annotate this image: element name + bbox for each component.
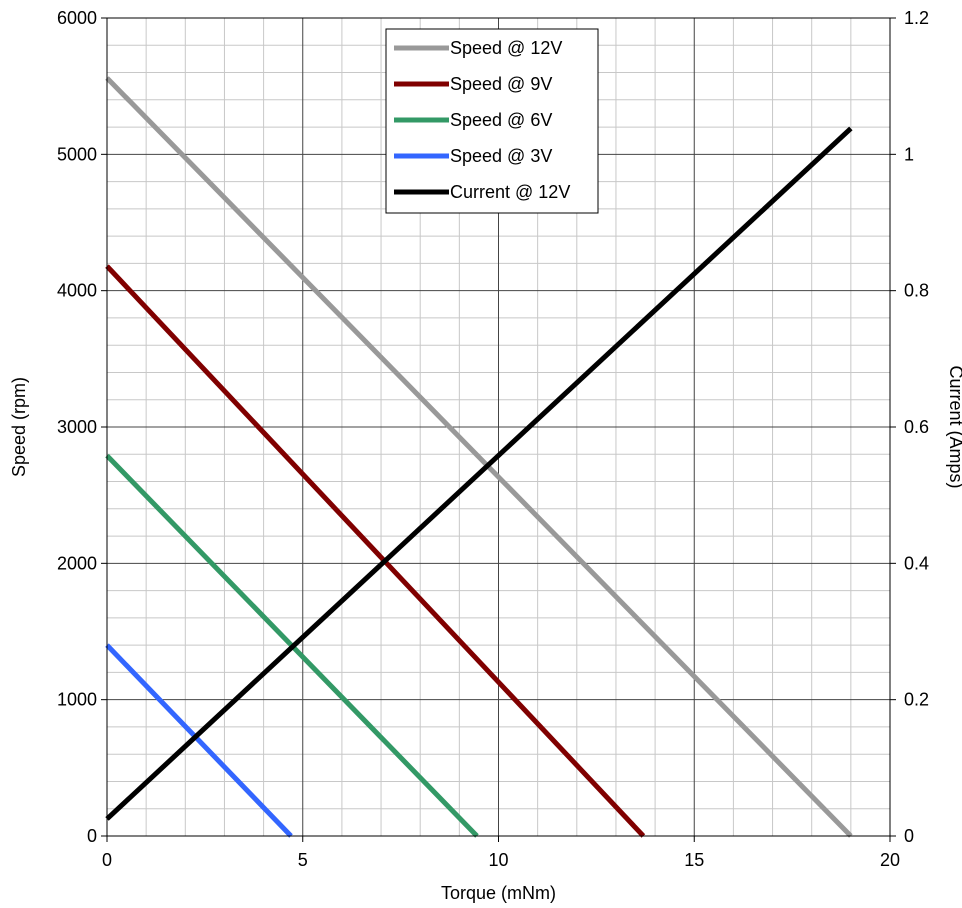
series-line: [105, 264, 646, 838]
tick-marks: [101, 17, 896, 842]
y2-tick-labels: 0 0.2 0.4 0.6 0.8 1 1.2: [904, 8, 929, 846]
x-tick-label: 15: [684, 850, 704, 870]
series-line: [105, 643, 293, 838]
x-tick-label: 0: [102, 850, 112, 870]
legend: Speed @ 12V Speed @ 9V Speed @ 6V Speed @ 3…: [385, 28, 599, 214]
y2-axis-title: Current (Amps): [946, 365, 962, 488]
y-tick-label: 0: [87, 826, 97, 846]
x-axis-title: Torque (mNm): [441, 883, 556, 903]
legend-label: Speed @ 12V: [450, 38, 562, 58]
x-tick-label: 5: [298, 850, 308, 870]
y-axis-title: Speed (rpm): [9, 377, 29, 477]
y-tick-label: 4000: [57, 281, 97, 301]
y2-tick-label: 0: [904, 826, 914, 846]
y-tick-labels: 0 1000 2000 3000 4000 5000 6000: [57, 8, 97, 846]
legend-label: Speed @ 6V: [450, 110, 552, 130]
x-tick-label: 20: [880, 850, 900, 870]
y-tick-label: 1000: [57, 690, 97, 710]
y2-tick-label: 0.6: [904, 417, 929, 437]
series-line: [105, 126, 853, 821]
y2-tick-label: 0.4: [904, 553, 929, 573]
x-tick-label: 10: [488, 850, 508, 870]
y-tick-label: 6000: [57, 8, 97, 28]
series-line: [105, 76, 853, 838]
x-tick-labels: 0 5 10 15 20: [102, 850, 900, 870]
y2-tick-label: 0.8: [904, 281, 929, 301]
y2-tick-label: 1: [904, 144, 914, 164]
y-tick-label: 2000: [57, 553, 97, 573]
legend-label: Speed @ 9V: [450, 74, 552, 94]
y-tick-label: 3000: [57, 417, 97, 437]
y-tick-label: 5000: [57, 144, 97, 164]
legend-label: Current @ 12V: [450, 182, 570, 202]
series-layer: [105, 76, 853, 838]
y2-tick-label: 0.2: [904, 690, 929, 710]
legend-label: Speed @ 3V: [450, 146, 552, 166]
y2-tick-label: 1.2: [904, 8, 929, 28]
